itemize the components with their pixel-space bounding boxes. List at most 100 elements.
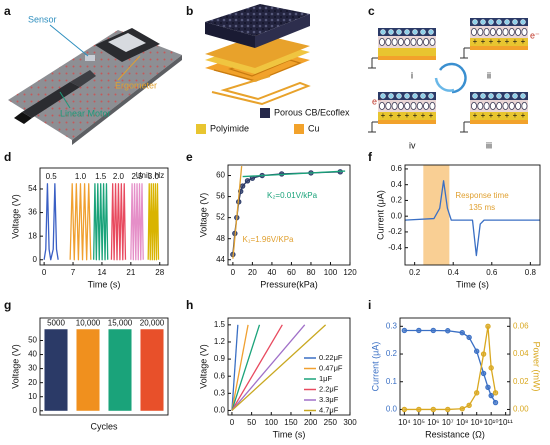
y2-tick-label: 0.02 <box>513 377 529 386</box>
charge-sign: + <box>405 111 410 120</box>
y-tick-label: 1.2 <box>214 337 226 346</box>
charge-sign: + <box>489 111 494 120</box>
chart: 0.0 0.3 0.6 0.9 1.2 1.5 0 50 100 150 200 250 300 Time… <box>198 317 357 439</box>
legend-swatch <box>196 124 206 134</box>
x-tick-label: 300 <box>343 418 357 427</box>
label: Sensor <box>28 14 57 24</box>
point <box>401 406 408 413</box>
x-tick-label: 0 <box>42 268 47 277</box>
charge <box>428 29 434 35</box>
state-label: iii <box>486 140 492 150</box>
series-line <box>147 183 160 261</box>
y-tick-label: 0.0 <box>386 405 398 414</box>
x-tick-label: 0 <box>231 268 236 277</box>
pore <box>489 27 496 36</box>
chart: 0.0 0.1 0.2 0.3 0.00 0.02 0.04 0.06 10⁴ 10⁵ 10⁶ 10⁷… <box>370 317 542 439</box>
charge <box>504 19 510 25</box>
y-tick-label: 54 <box>28 184 37 193</box>
point <box>416 327 422 334</box>
charge-sign: + <box>381 111 386 120</box>
pore <box>521 102 528 111</box>
point <box>474 348 480 354</box>
charge-sign: + <box>497 111 502 120</box>
charge-sign: + <box>397 111 402 120</box>
ergometer-display <box>108 33 146 52</box>
series-line <box>242 170 346 178</box>
pore <box>521 27 528 36</box>
charge <box>504 93 510 99</box>
y-axis-label: Current (μA) <box>375 190 385 240</box>
polyimide <box>378 48 436 56</box>
plot-frame <box>39 317 169 416</box>
charge <box>520 19 526 25</box>
polyimide <box>470 38 528 46</box>
y-tick-label: 0.1 <box>386 377 398 386</box>
leader <box>59 91 71 109</box>
cycle-arrow <box>438 62 467 94</box>
porous-top <box>205 4 310 36</box>
point <box>474 390 480 396</box>
y-tick-label: 48 <box>216 234 225 243</box>
series-line <box>231 324 283 411</box>
y-tick-label: 56 <box>216 192 225 201</box>
series-line <box>404 180 540 257</box>
chart: -0.4 -0.2 0.0 0.2 0.4 0.6 0.2 0.4 0.6 0.8 Time (s)… <box>375 164 541 289</box>
charge-sign: + <box>481 37 486 46</box>
charge <box>512 19 518 25</box>
annotation: Response time <box>455 191 509 200</box>
x-tick-label: 80 <box>307 268 316 277</box>
x-axis-label: Pressure(kPa) <box>260 279 318 289</box>
charge <box>404 29 410 35</box>
x-tick-label: 250 <box>324 418 338 427</box>
mechanism-diagram: + + + + + + ++ + + + + + ++ + + + + + + <box>368 18 528 133</box>
charge-sign: + <box>513 37 518 46</box>
x-tick-label: 10¹⁰ <box>484 418 499 427</box>
y2-tick-label: 0.06 <box>513 321 529 330</box>
y-tick-label: 18 <box>28 231 37 240</box>
x-tick-label: 10⁹ <box>471 418 483 427</box>
y-axis-label: Voltage (V) <box>10 194 20 239</box>
legend-label: 1μF <box>319 374 332 383</box>
point <box>459 329 465 336</box>
point <box>239 183 246 189</box>
charge <box>496 19 502 25</box>
series-line <box>130 183 144 261</box>
series-label: 2.5 <box>131 172 143 181</box>
charge <box>428 93 434 99</box>
x-tick-label: 10⁷ <box>442 418 454 427</box>
charge <box>412 93 418 99</box>
charge-sign: + <box>505 37 510 46</box>
pore <box>502 102 509 111</box>
bar-label: 5000 <box>47 318 65 327</box>
x-tick-label: 200 <box>304 418 318 427</box>
x-tick-label: 20 <box>248 268 257 277</box>
y-tick-label: 0.9 <box>214 354 226 363</box>
series-line <box>110 183 127 261</box>
x-tick-label: 40 <box>267 268 276 277</box>
point <box>466 334 472 341</box>
y-tick-label: -0.2 <box>388 227 402 236</box>
pore <box>508 27 515 36</box>
polyimide <box>470 112 528 120</box>
pore <box>477 102 484 111</box>
charge-sign: + <box>473 111 478 120</box>
series-label: 2.0 <box>113 172 125 181</box>
y-tick-label: 36 <box>28 208 37 217</box>
point <box>244 178 251 184</box>
pore <box>515 102 522 111</box>
point <box>459 406 465 412</box>
bar-label: 15,000 <box>108 318 133 327</box>
y-tick-label: 0.3 <box>386 321 398 330</box>
legend-label: Porous CB/Ecoflex <box>274 107 350 117</box>
panel-label: d <box>4 150 11 164</box>
point <box>445 328 451 334</box>
point <box>492 399 499 406</box>
x-axis-label: Time (s) <box>456 279 489 289</box>
plot-frame <box>404 164 541 266</box>
cu-layer <box>205 34 310 68</box>
pore <box>378 38 385 47</box>
y-tick-label: 0.3 <box>214 388 226 397</box>
charge-sign: + <box>413 111 418 120</box>
pore <box>423 102 430 111</box>
x-axis-label: Cycles <box>90 421 118 431</box>
